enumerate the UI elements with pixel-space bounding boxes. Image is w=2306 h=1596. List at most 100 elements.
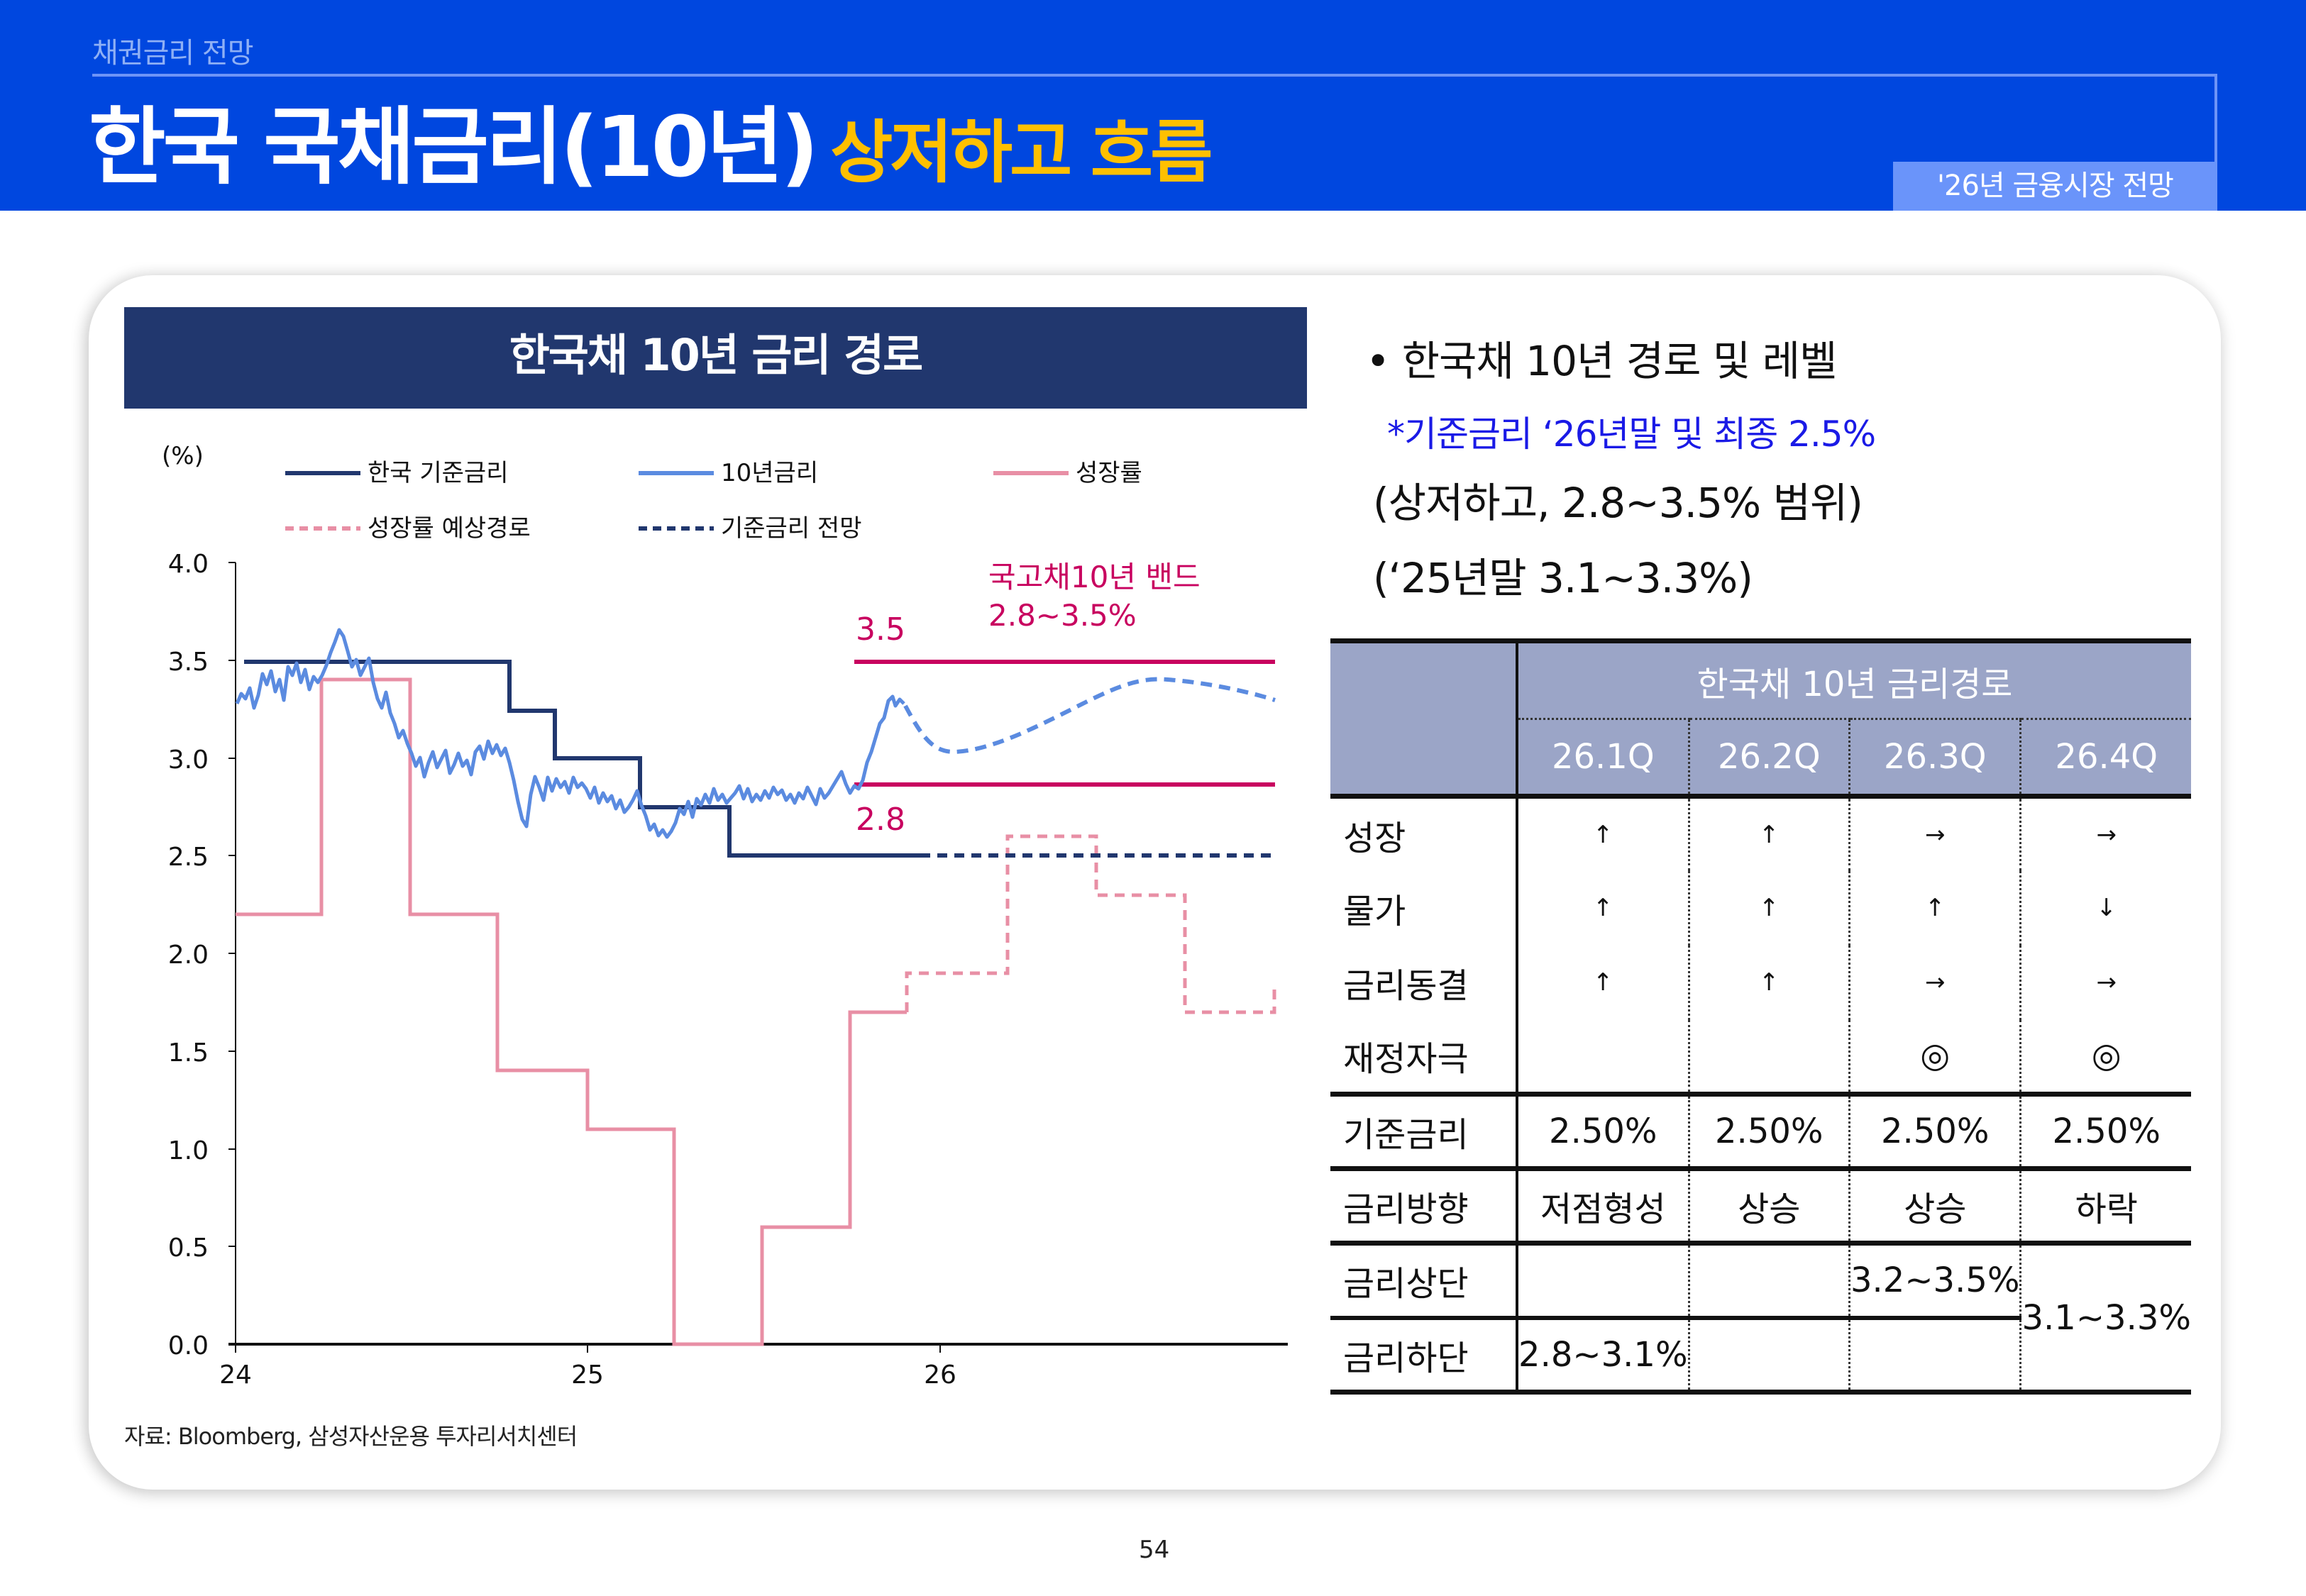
page-title-main: 한국 국채금리(10년) [89,98,819,196]
y-tick: 3.0 [168,746,209,775]
table-group-header: 한국채 10년 금리경로 [1517,638,2191,719]
summary-note: *기준금리 ‘26년말 및 최종 2.5% [1387,414,1876,455]
table-cell: 저점형성 [1517,1166,1689,1243]
report-tag: '26년 금융시장 전망 [1893,162,2217,211]
page-title-accent: 상저하고 흐름 [830,113,1213,192]
legend-label-base-rate-forecast: 기준금리 전망 [721,514,862,543]
legend: 한국 기준금리 10년금리 성장률 성장률 예상경로 기준금리 전망 [285,459,1142,543]
table-row: 재정자극 ◎ ◎ [1330,1019,2191,1095]
table-cell: 2.8~3.1% [1517,1317,1689,1395]
row-label: 금리동결 [1330,945,1519,1020]
right-arrow-icon: → [2019,945,2191,1020]
table-cell [1687,1019,1850,1095]
row-label: 금리상단 [1330,1241,1519,1320]
up-arrow-icon: ↑ [1687,945,1850,1020]
unit-label: (%) [162,442,204,470]
legend-label-base-rate: 한국 기준금리 [368,459,509,487]
table-row: 금리방향 저점형성 상승 상승 하락 [1330,1166,2191,1243]
summary-bullet-text: 한국채 10년 경로 및 레벨 [1401,337,1838,385]
y-tick: 1.5 [168,1038,209,1068]
series-growth-forecast [905,834,1276,1014]
x-axis: 24 25 26 [219,1343,1288,1390]
chart-source: 자료: Bloomberg, 삼성자산운용 투자리서치센터 [124,1423,578,1450]
y-tick: 2.0 [168,941,209,970]
double-circle-icon: ◎ [2019,1019,2191,1095]
y-tick: 2.5 [168,843,209,872]
chart-title: 한국채 10년 금리 경로 [124,307,1307,409]
summary-range: (상저하고, 2.8~3.5% 범위) [1373,479,1863,527]
band-lower-label: 2.8 [856,802,905,838]
row-label: 금리방향 [1330,1166,1519,1243]
table-cell: 2.50% [1687,1092,1850,1169]
x-tick: 24 [219,1361,252,1390]
series-growth [236,677,907,1346]
table-cell [1848,1317,2021,1395]
table-cell: 상승 [1848,1166,2021,1243]
x-tick: 26 [924,1361,956,1390]
x-tick: 25 [571,1361,604,1390]
y-tick: 4.0 [168,550,209,579]
table-cell: 상승 [1687,1166,1850,1243]
table-cell [1687,1317,1850,1395]
section-label: 채권금리 전망 [92,37,254,70]
y-tick: 0.0 [168,1331,209,1361]
row-label: 재정자극 [1330,1019,1519,1095]
double-circle-icon: ◎ [1848,1019,2021,1095]
page-number: 54 [1139,1536,1170,1564]
up-arrow-icon: ↑ [1593,894,1613,922]
up-arrow-icon: ↑ [1593,968,1613,997]
table-cell: 2.50% [1848,1092,2021,1169]
table-cell-q4-range: 3.1~3.3% [2019,1241,2191,1395]
legend-label-growth: 성장률 [1076,459,1142,487]
table-row: 성장 ↑ ↑ → → [1330,794,2191,871]
table-cell: 3.2~3.5% [1848,1241,2021,1320]
table-row: 물가 ↑ ↑ ↑ ↓ [1330,870,2191,946]
table-cell: 하락 [2019,1166,2191,1243]
up-arrow-icon: ↑ [1517,794,1689,871]
row-label: 금리하단 [1330,1317,1519,1395]
row-label: 물가 [1330,870,1519,946]
table-cell [1517,1241,1689,1320]
up-arrow-icon: ↑ [1687,870,1850,946]
table-row: 금리동결 ↑ ↑ → → [1330,945,2191,1020]
table-cell [1687,1241,1850,1320]
table-row: 기준금리 2.50% 2.50% 2.50% 2.50% [1330,1092,2191,1169]
table-cell: 2.50% [2019,1092,2191,1169]
right-arrow-icon: → [1848,794,2021,871]
up-arrow-icon: ↑ [1687,794,1850,871]
legend-label-10y: 10년금리 [721,459,818,487]
down-arrow-icon: ↓ [2019,870,2191,946]
table-corner [1330,638,1519,797]
row-label: 기준금리 [1330,1092,1519,1169]
rate-path-chart: (%) 한국 기준금리 10년금리 성장률 성장률 예상경로 기준금리 전망 4… [162,442,1288,1390]
band-annotation-range: 2.8~3.5% [988,598,1137,633]
series-10y-forecast [903,677,1276,755]
y-tick: 0.5 [168,1234,209,1263]
y-tick: 3.5 [168,648,209,677]
header-band: 채권금리 전망 한국 국채금리(10년) 상저하고 흐름 '26년 금융시장 전망 [0,0,2306,211]
series-10y-yield [235,628,905,839]
column-header: 26.2Q [1687,718,1850,797]
right-arrow-icon: → [1848,945,2021,1020]
page-title: 한국 국채금리(10년) 상저하고 흐름 [89,94,1213,206]
column-header: 26.3Q [1848,718,2021,797]
band-annotation-title: 국고채10년 밴드 [988,560,1201,594]
table-row: 금리상단 3.2~3.5% 3.1~3.3% [1330,1241,2191,1395]
y-tick: 1.0 [168,1136,209,1165]
table-row: 금리하단 2.8~3.1% [1330,1317,2191,1395]
summary-previous: (‘25년말 3.1~3.3%) [1373,554,1753,602]
right-arrow-icon: → [2019,794,2191,871]
band-upper-label: 3.5 [856,611,905,648]
summary-bullet: • 한국채 10년 경로 및 레벨 [1366,337,1838,385]
series-base-rate [244,660,920,858]
table-cell [1517,1020,1689,1095]
column-header: 26.1Q [1517,718,1689,797]
legend-label-growth-forecast: 성장률 예상경로 [368,514,531,543]
header-divider [92,74,2217,77]
up-arrow-icon: ↑ [1848,870,2021,946]
row-label: 성장 [1330,794,1519,871]
table-cell: 2.50% [1517,1092,1689,1169]
y-axis: 4.0 3.5 3.0 2.5 2.0 1.5 1.0 0.5 0.0 [168,550,236,1361]
column-header: 26.4Q [2019,718,2191,797]
header-divider-vertical [2214,74,2217,163]
